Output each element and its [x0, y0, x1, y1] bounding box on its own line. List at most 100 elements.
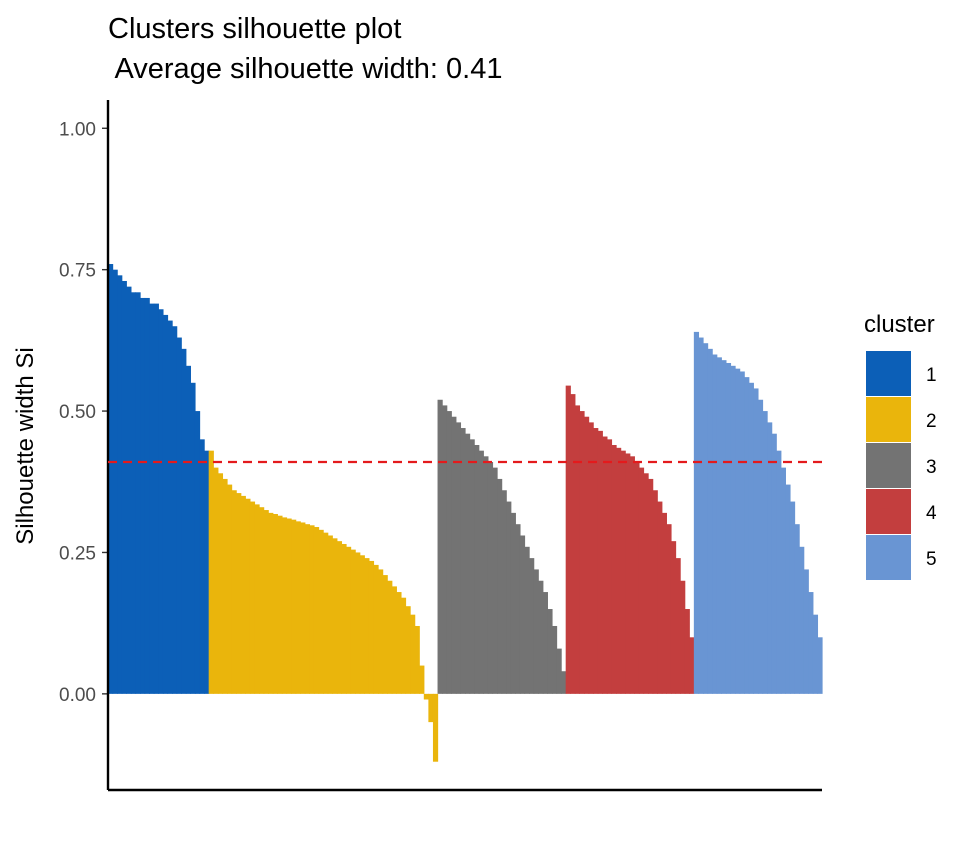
silhouette-bar-cluster-2-14 [268, 512, 274, 694]
silhouette-bar-cluster-4-27 [684, 609, 690, 694]
silhouette-bar-cluster-2-35 [364, 558, 370, 694]
silhouette-bar-cluster-5-18 [771, 433, 777, 694]
silhouette-bar-cluster-3-17 [510, 512, 516, 694]
silhouette-bar-cluster-2-11 [254, 504, 260, 694]
silhouette-bar-cluster-3-27 [556, 648, 562, 694]
silhouette-bar-cluster-4-13 [620, 450, 626, 694]
silhouette-bar-cluster-5-27 [812, 614, 819, 694]
silhouette-bar-cluster-2-18 [286, 518, 292, 694]
legend-label-1: 1 [926, 365, 937, 386]
silhouette-bar-cluster-1-7 [135, 292, 141, 694]
silhouette-bar-cluster-4-21 [657, 501, 663, 694]
silhouette-bar-cluster-5-3 [703, 343, 709, 694]
silhouette-bar-cluster-4-24 [670, 541, 677, 694]
silhouette-bar-cluster-3-8 [469, 439, 475, 694]
silhouette-bar-cluster-4-9 [602, 436, 608, 694]
silhouette-bar-cluster-4-7 [593, 428, 599, 694]
silhouette-bar-cluster-2-23 [309, 525, 315, 694]
legend-key-5 [866, 535, 911, 580]
silhouette-bar-cluster-1-1 [108, 264, 114, 694]
silhouette-bar-cluster-3-19 [519, 535, 526, 694]
silhouette-bar-cluster-4-25 [675, 558, 681, 694]
silhouette-bar-cluster-1-21 [199, 439, 205, 694]
silhouette-bar-cluster-2-17 [281, 517, 288, 694]
y-tick-label: 0.25 [59, 543, 96, 564]
silhouette-bar-cluster-2-37 [373, 564, 379, 694]
legend: cluster 1 2 3 4 5 [864, 311, 937, 580]
y-tick-label: 0.50 [59, 402, 96, 423]
silhouette-bar-cluster-2-2 [213, 467, 219, 694]
silhouette-bar-cluster-2-33 [355, 552, 361, 694]
silhouette-bar-cluster-3-7 [465, 433, 471, 694]
silhouette-bar-cluster-5-1 [693, 331, 700, 694]
silhouette-bar-cluster-4-8 [597, 430, 603, 694]
silhouette-bar-cluster-5-6 [716, 357, 722, 694]
silhouette-bar-cluster-2-32 [350, 549, 356, 694]
silhouette-bar-cluster-2-7 [236, 493, 242, 694]
silhouette-bar-cluster-1-5 [126, 286, 132, 694]
silhouette-bar-cluster-5-16 [762, 411, 768, 694]
silhouette-bar-cluster-3-1 [437, 399, 443, 694]
silhouette-bar-cluster-2-6 [231, 490, 237, 694]
silhouette-bar-cluster-1-6 [130, 292, 137, 694]
silhouette-bar-cluster-4-26 [680, 580, 686, 694]
silhouette-bar-cluster-3-15 [501, 490, 507, 694]
silhouette-bar-cluster-2-20 [295, 521, 301, 694]
silhouette-bar-cluster-3-12 [487, 461, 494, 694]
legend-key-4 [866, 489, 911, 534]
silhouette-bar-cluster-2-28 [332, 538, 338, 694]
silhouette-bar-cluster-4-23 [666, 524, 672, 694]
silhouette-bar-cluster-5-14 [753, 388, 759, 694]
silhouette-bar-cluster-2-15 [272, 514, 278, 694]
silhouette-bar-cluster-2-27 [327, 535, 333, 694]
legend-label-3: 3 [926, 457, 937, 478]
silhouette-bar-cluster-3-9 [474, 445, 480, 694]
silhouette-bar-cluster-3-6 [460, 428, 466, 694]
silhouette-bar-cluster-1-9 [144, 297, 150, 694]
silhouette-bar-cluster-4-3 [574, 405, 581, 694]
silhouette-bar-cluster-2-29 [336, 541, 343, 694]
silhouette-bar-cluster-1-16 [176, 337, 182, 694]
silhouette-bar-cluster-2-30 [341, 543, 347, 694]
silhouette-bar-cluster-1-2 [112, 269, 118, 694]
silhouette-bar-cluster-2-31 [346, 546, 352, 694]
silhouette-bar-cluster-1-14 [167, 320, 173, 694]
silhouette-bar-cluster-2-12 [259, 507, 265, 694]
silhouette-bar-cluster-2-1 [208, 450, 214, 694]
silhouette-bar-cluster-3-26 [551, 625, 558, 694]
silhouette-bar-cluster-5-24 [799, 546, 805, 694]
silhouette-bar-cluster-3-11 [483, 456, 489, 694]
legend-key-1 [866, 351, 911, 396]
bars-group [108, 264, 823, 762]
silhouette-bar-cluster-5-4 [707, 348, 713, 694]
silhouette-bar-cluster-3-23 [538, 580, 544, 694]
silhouette-bar-cluster-1-12 [158, 309, 164, 694]
silhouette-bar-cluster-1-15 [172, 326, 178, 694]
silhouette-bar-cluster-1-4 [121, 280, 127, 694]
y-axis: 0.00 0.25 0.50 0.75 1.00 [59, 119, 108, 706]
silhouette-bar-cluster-3-21 [529, 558, 535, 694]
silhouette-bar-cluster-2-50 [432, 693, 439, 762]
silhouette-bar-cluster-2-25 [318, 529, 324, 694]
silhouette-bar-cluster-5-10 [735, 368, 741, 694]
chart-subtitle: Average silhouette width: 0.41 [108, 53, 502, 85]
silhouette-bar-cluster-2-24 [313, 527, 320, 694]
silhouette-bar-cluster-1-22 [204, 450, 210, 694]
silhouette-bar-cluster-2-10 [249, 501, 256, 694]
y-tick-label: 0.00 [59, 685, 96, 706]
y-axis-title: Silhouette width Si [12, 347, 39, 544]
legend-key-3 [866, 443, 911, 488]
silhouette-bar-cluster-4-18 [643, 473, 649, 694]
silhouette-bar-cluster-5-11 [739, 371, 745, 694]
silhouette-bar-cluster-3-22 [533, 569, 539, 694]
silhouette-bar-cluster-5-13 [748, 382, 754, 694]
silhouette-bar-cluster-4-15 [629, 456, 635, 694]
silhouette-bar-cluster-5-25 [803, 569, 809, 694]
silhouette-bar-cluster-2-41 [391, 586, 397, 694]
silhouette-bar-cluster-2-5 [227, 484, 233, 694]
silhouette-bar-cluster-5-26 [808, 592, 814, 694]
silhouette-bar-cluster-2-36 [368, 560, 375, 694]
silhouette-bar-cluster-3-14 [497, 478, 503, 694]
legend-label-5: 5 [926, 549, 937, 570]
